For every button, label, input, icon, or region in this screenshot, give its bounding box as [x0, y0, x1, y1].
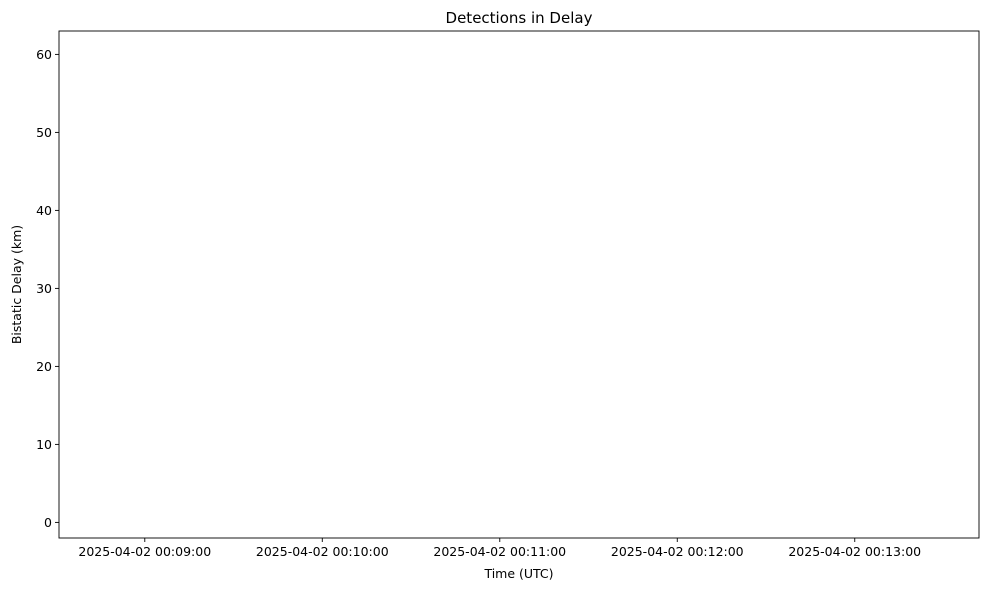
- y-tick-label: 20: [36, 359, 52, 374]
- x-tick-label: 2025-04-02 00:13:00: [788, 544, 921, 559]
- x-tick-label: 2025-04-02 00:09:00: [78, 544, 211, 559]
- x-axis: 2025-04-02 00:09:00 2025-04-02 00:10:00 20…: [78, 538, 921, 559]
- x-axis-label: Time (UTC): [483, 566, 553, 581]
- x-tick-label: 2025-04-02 00:12:00: [611, 544, 744, 559]
- y-axis-label: Bistatic Delay (km): [9, 225, 24, 344]
- y-tick-label: 10: [36, 437, 52, 452]
- plot-frame: [58, 30, 980, 539]
- chart-title: Detections in Delay: [446, 9, 593, 27]
- y-tick-label: 60: [36, 47, 52, 62]
- y-tick-label: 50: [36, 125, 52, 140]
- x-tick-label: 2025-04-02 00:11:00: [433, 544, 566, 559]
- y-tick-label: 30: [36, 281, 52, 296]
- y-tick-label: 40: [36, 203, 52, 218]
- y-axis: 0 10 20 30 40 50 60: [36, 47, 59, 530]
- y-tick-label: 0: [44, 515, 52, 530]
- x-tick-label: 2025-04-02 00:10:00: [256, 544, 389, 559]
